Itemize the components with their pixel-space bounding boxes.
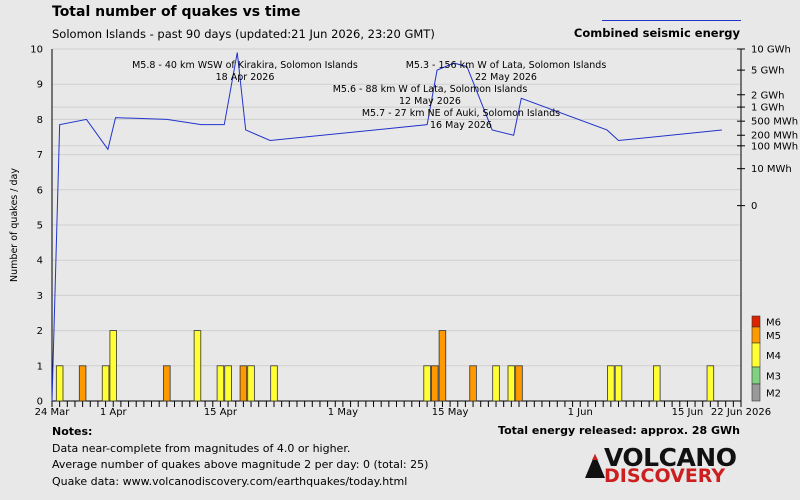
magnitude-legend-label-m5: M5 (766, 331, 781, 342)
quake-bar-m4 (423, 365, 431, 402)
magnitude-legend-label-m4: M4 (766, 351, 781, 362)
quake-bar-m4 (247, 365, 255, 402)
quake-bar-m5 (78, 365, 87, 402)
energy-series-line (51, 52, 722, 402)
volcano-mountain-icon (585, 454, 605, 478)
quake-bar-m5 (469, 365, 477, 402)
magnitude-legend-swatch-m3 (751, 366, 761, 385)
event-annotation-title: M5.7 - 27 km NE of Auki, Solomon Islands (362, 108, 560, 119)
notes-line-completeness: Data near-complete from magnitudes of 4.… (52, 441, 351, 455)
y-tick-label: 4 (37, 256, 43, 267)
y-tick-label: 2 (37, 326, 43, 337)
magnitude-legend-label-m6: M6 (766, 318, 781, 329)
total-energy-label: Total energy released: approx. 28 GWh (498, 424, 740, 437)
chart-title: Total number of quakes vs time (52, 4, 301, 20)
notes-line-average: Average number of quakes above magnitude… (52, 458, 429, 471)
energy-axis-label: 1 GWh (751, 103, 785, 114)
quake-bar-m5 (515, 365, 523, 402)
energy-axis-label: 2 GWh (751, 90, 785, 101)
y-tick-label: 0 (37, 397, 43, 408)
magnitude-legend-swatch-m6 (751, 315, 761, 328)
quake-bar-m4 (653, 365, 661, 402)
volcanodiscovery-logo[interactable]: VOLCANO DISCOVERY (585, 443, 745, 491)
quake-bar-m4 (101, 365, 110, 402)
logo-word-discovery: DISCOVERY (604, 465, 726, 487)
quake-bar-m4 (614, 365, 623, 402)
event-annotation-date: 12 May 2026 (399, 96, 461, 107)
x-tick-label: 1 Jun (568, 407, 593, 418)
quake-bar-m5 (163, 365, 171, 402)
quake-bar-m4 (193, 330, 202, 402)
chart-subtitle: Solomon Islands - past 90 days (updated:… (52, 27, 435, 41)
quake-bar-m4 (607, 365, 615, 402)
magnitude-legend-label-m3: M3 (766, 372, 781, 383)
logo-word-volcano: VOLCANO (604, 443, 737, 472)
notes-header: Notes: (52, 425, 93, 438)
event-annotation-date: 16 May 2026 (430, 120, 492, 131)
quake-bar-m4 (492, 365, 500, 402)
y-tick-label: 9 (37, 80, 43, 91)
magnitude-legend-swatch-m4 (751, 342, 761, 368)
notes-section: Notes: Data near-complete from magnitude… (52, 424, 428, 490)
energy-axis-label: 200 MWh (751, 131, 798, 142)
y-tick-label: 7 (37, 150, 43, 161)
energy-axis-label: 10 MWh (751, 164, 792, 175)
y-tick-label: 6 (37, 185, 43, 196)
x-tick-label: 24 Mar (35, 407, 71, 418)
x-tick-label: 1 May (328, 407, 358, 418)
event-annotation-date: 22 May 2026 (475, 72, 537, 83)
x-tick-label: 1 Apr (100, 407, 128, 418)
y-axis-title: Number of quakes / day (9, 168, 20, 282)
x-tick-label: 15 Jun (672, 407, 704, 418)
quake-bar-m4 (109, 330, 117, 402)
quake-bar-m4 (55, 365, 64, 402)
quake-bar-m4 (224, 365, 232, 402)
x-tick-label: 15 May (432, 407, 469, 418)
quake-bar-m4 (706, 365, 715, 402)
magnitude-legend-label-m2: M2 (766, 389, 781, 400)
energy-axis-label: 100 MWh (751, 141, 798, 152)
energy-legend-line (602, 20, 741, 21)
energy-legend-label: Combined seismic energy (573, 26, 740, 40)
event-annotation-title: M5.3 - 156 km W of Lata, Solomon Islands (406, 60, 607, 71)
event-annotation-title: M5.8 - 40 km WSW of Kirakira, Solomon Is… (132, 60, 358, 71)
event-annotation-title: M5.6 - 88 km W of Lata, Solomon Islands (333, 84, 528, 95)
y-tick-label: 5 (37, 221, 43, 232)
y-tick-label: 3 (37, 291, 43, 302)
x-tick-label: 22 Jun 2026 (711, 407, 771, 418)
y-tick-label: 10 (30, 45, 43, 56)
energy-axis-label: 0 (751, 201, 757, 212)
magnitude-legend-swatch-m5 (751, 326, 761, 344)
event-annotation-date: 18 Apr 2026 (216, 72, 275, 83)
x-tick-label: 15 Apr (204, 407, 238, 418)
quake-bar-m4 (507, 365, 516, 402)
y-tick-label: 8 (37, 115, 43, 126)
quake-bar-m5 (239, 365, 248, 402)
quake-bar-m4 (216, 365, 225, 402)
quake-bar-m5 (438, 330, 447, 402)
energy-axis-label: 10 GWh (751, 45, 791, 56)
magnitude-legend-swatch-m2 (751, 383, 761, 402)
energy-axis-label: 500 MWh (751, 117, 798, 128)
quake-bar-m4 (270, 365, 278, 402)
energy-axis-label: 5 GWh (751, 66, 785, 77)
y-tick-label: 1 (37, 361, 43, 372)
quake-bar-m5 (431, 365, 439, 402)
notes-line-source: Quake data: www.volcanodiscovery.com/ear… (52, 474, 408, 488)
